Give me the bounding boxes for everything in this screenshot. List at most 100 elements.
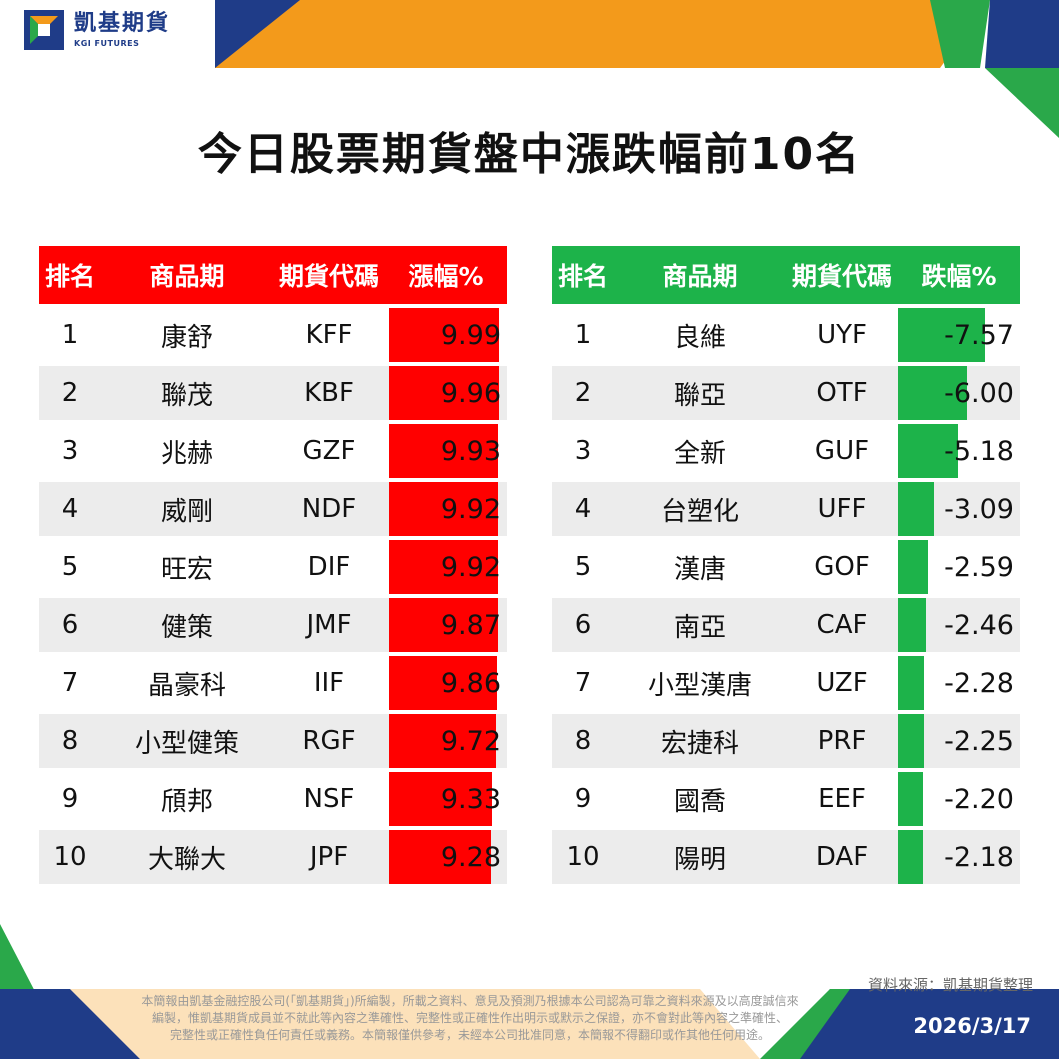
code-cell: OTF [816, 378, 868, 408]
col-name-header: 商品期 [149, 262, 225, 291]
pct-value: -6.00 [944, 377, 1014, 409]
name-cell: 南亞 [673, 612, 726, 643]
col-rank-header: 排名 [44, 262, 95, 291]
pct-cell: 9.92 [385, 482, 507, 536]
pct-cell: 9.72 [385, 714, 507, 768]
code-cell: PRF [817, 726, 867, 756]
pct-value: 9.96 [440, 377, 501, 409]
loss-bar [898, 366, 967, 420]
pct-value: 9.86 [440, 667, 501, 699]
pct-value: 9.28 [440, 841, 501, 873]
pct-value: -7.57 [944, 319, 1014, 351]
pct-cell: -2.59 [898, 540, 1020, 594]
code-cell: EEF [818, 784, 866, 814]
rank-cell: 1 [61, 320, 79, 350]
losers-table: 排名 商品期 期貨代碼 跌幅% 1 良維 UYF -7.57 2 聯亞 OTF -6.00 3 全… [552, 246, 1020, 884]
disclaimer: 本簡報由凱基金融控股公司(「凱基期貨」)所編製，所載之資料、意見及預測乃根據本公… [80, 993, 860, 1044]
rank-cell: 2 [574, 378, 592, 408]
name-cell: 頎邦 [160, 786, 213, 817]
col-code-header: 期貨代碼 [278, 262, 379, 291]
pct-value: 9.87 [440, 609, 501, 641]
loss-bar [898, 482, 934, 536]
code-cell: NDF [301, 494, 357, 524]
table-row: 6 南亞 CAF -2.46 [552, 598, 1020, 652]
gain-bar [389, 366, 499, 420]
name-cell: 漢唐 [673, 554, 726, 585]
gain-bar [389, 714, 496, 768]
rank-cell: 8 [61, 726, 79, 756]
name-cell: 全新 [673, 438, 726, 469]
pct-value: 9.72 [440, 725, 501, 757]
rank-cell: 5 [61, 552, 79, 582]
pct-cell: 9.93 [385, 424, 507, 478]
gain-bar [389, 308, 499, 362]
table-row: 10 大聯大 JPF 9.28 [39, 830, 507, 884]
footer-decoration [0, 924, 1059, 1059]
pct-value: -2.46 [944, 609, 1014, 641]
disclaimer-line: 編製，惟凱基期貨成員並不就此等內容之準確性、完整性或正確性作出明示或默示之保證，… [151, 1011, 788, 1025]
code-cell: JMF [306, 610, 352, 640]
code-cell: KBF [304, 378, 354, 408]
header-decoration [215, 0, 1059, 138]
pct-value: 9.92 [440, 551, 501, 583]
pct-cell: -6.00 [898, 366, 1020, 420]
table-row: 5 漢唐 GOF -2.59 [552, 540, 1020, 594]
rank-cell: 4 [61, 494, 79, 524]
name-cell: 兆赫 [160, 438, 213, 469]
pct-value: -2.18 [944, 841, 1014, 873]
name-cell: 聯亞 [673, 380, 726, 411]
gain-bar [389, 772, 492, 826]
pct-value: -2.59 [944, 551, 1014, 583]
pct-cell: -7.57 [898, 308, 1020, 362]
pct-value: -2.20 [944, 783, 1014, 815]
pct-cell: 9.87 [385, 598, 507, 652]
code-cell: GOF [814, 552, 870, 582]
name-cell: 宏捷科 [660, 728, 739, 759]
code-cell: UFF [817, 494, 867, 524]
gainers-header: 排名 商品期 期貨代碼 漲幅% [39, 246, 507, 304]
code-cell: IIF [313, 668, 345, 698]
pct-cell: -3.09 [898, 482, 1020, 536]
table-row: 1 康舒 KFF 9.99 [39, 308, 507, 362]
table-row: 9 頎邦 NSF 9.33 [39, 772, 507, 826]
code-cell: UZF [816, 668, 868, 698]
disclaimer-line: 本簡報由凱基金融控股公司(「凱基期貨」)所編製，所載之資料、意見及預測乃根據本公… [141, 994, 799, 1008]
pct-cell: 9.33 [385, 772, 507, 826]
name-cell: 陽明 [673, 844, 726, 875]
rank-cell: 7 [61, 668, 79, 698]
pct-cell: -2.18 [898, 830, 1020, 884]
table-row: 3 兆赫 GZF 9.93 [39, 424, 507, 478]
pct-value: -2.25 [944, 725, 1014, 757]
rank-cell: 10 [566, 842, 600, 872]
table-row: 9 國喬 EEF -2.20 [552, 772, 1020, 826]
table-row: 6 健策 JMF 9.87 [39, 598, 507, 652]
col-name-header: 商品期 [662, 262, 738, 291]
pct-value: -2.28 [944, 667, 1014, 699]
table-row: 7 小型漢唐 UZF -2.28 [552, 656, 1020, 710]
pct-cell: -2.46 [898, 598, 1020, 652]
rank-cell: 9 [574, 784, 592, 814]
disclaimer-line: 完整性或正確性負任何責任或義務。本簡報僅供參考，未經本公司批准同意，本簡報不得翻… [169, 1028, 770, 1042]
name-cell: 良維 [673, 322, 726, 353]
rank-cell: 8 [574, 726, 592, 756]
loss-bar [898, 598, 926, 652]
loss-bar [898, 656, 924, 710]
rank-cell: 6 [574, 610, 592, 640]
pct-cell: -2.28 [898, 656, 1020, 710]
name-cell: 小型漢唐 [647, 670, 752, 701]
rank-cell: 9 [61, 784, 79, 814]
col-rank-header: 排名 [557, 262, 608, 291]
loss-bar [898, 772, 923, 826]
gain-bar [389, 424, 498, 478]
code-cell: KFF [305, 320, 353, 350]
name-cell: 威剛 [160, 496, 213, 527]
table-row: 1 良維 UYF -7.57 [552, 308, 1020, 362]
kgi-logo-icon [24, 10, 64, 50]
col-code-header: 期貨代碼 [791, 262, 892, 291]
loss-bar [898, 308, 985, 362]
pct-value: 9.33 [440, 783, 501, 815]
table-row: 2 聯茂 KBF 9.96 [39, 366, 507, 420]
pct-cell: 9.96 [385, 366, 507, 420]
brand-logo[interactable]: 凱基期貨 KGI FUTURES [24, 10, 170, 50]
pct-cell: 9.86 [385, 656, 507, 710]
